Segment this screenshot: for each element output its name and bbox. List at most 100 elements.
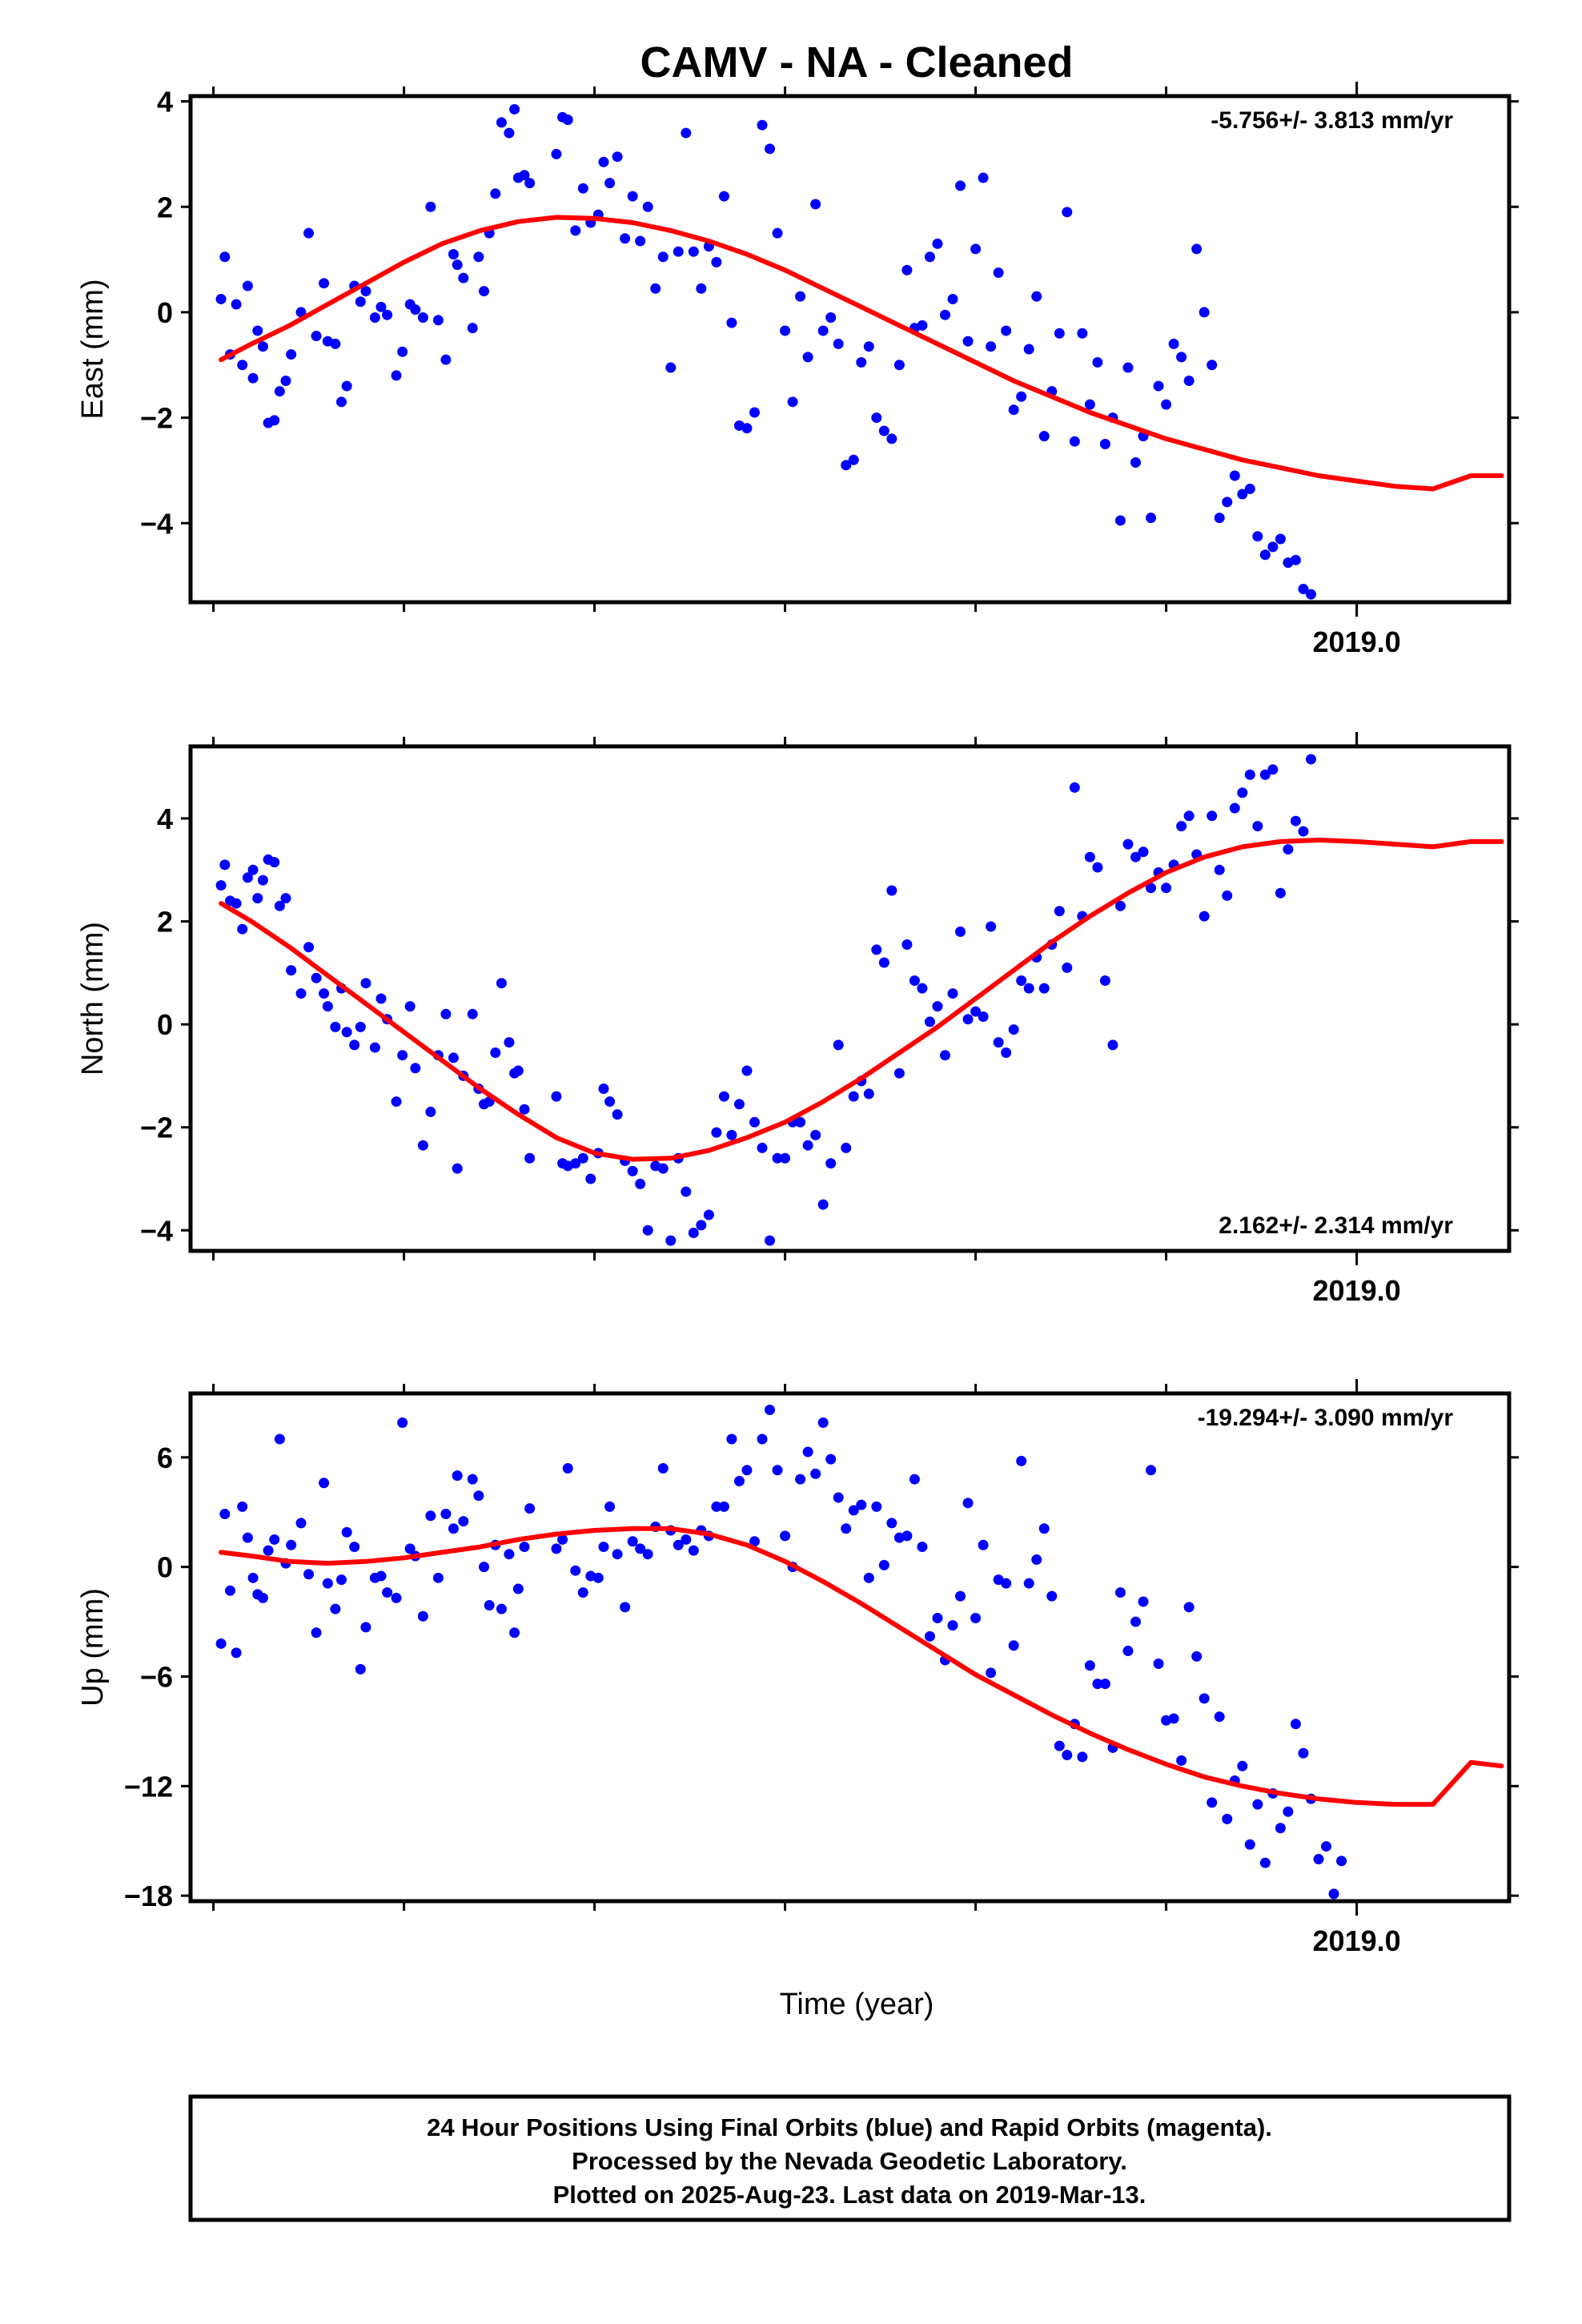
- up-data-point: [592, 1572, 604, 1583]
- north-plot-frame: [188, 744, 1512, 1253]
- north-data-point: [231, 898, 242, 909]
- east-data-point: [848, 454, 859, 465]
- east-data-point: [780, 325, 791, 336]
- north-data-point: [355, 1021, 366, 1032]
- north-data-point: [577, 1152, 588, 1164]
- up-data-point: [263, 1545, 274, 1556]
- east-data-point: [448, 249, 459, 259]
- north-data-point: [519, 1104, 530, 1115]
- up-data-point: [570, 1565, 581, 1576]
- east-data-point: [681, 127, 692, 139]
- up-data-point: [856, 1499, 867, 1510]
- north-data-point: [665, 1235, 677, 1246]
- north-data-point: [1275, 887, 1286, 899]
- up-rate-label: -19.294+/- 3.090 mm/yr: [1198, 1405, 1454, 1431]
- north-data-point: [311, 972, 322, 983]
- north-data-point: [1161, 883, 1172, 894]
- up-data-point: [932, 1613, 943, 1624]
- east-data-point: [1092, 356, 1103, 368]
- north-data-point: [741, 1065, 753, 1076]
- north-data-point: [970, 1006, 982, 1017]
- up-data-point: [1016, 1455, 1027, 1466]
- up-data-point: [1298, 1747, 1309, 1759]
- north-data-point: [757, 1142, 768, 1153]
- north-data-point: [274, 900, 285, 911]
- north-data-point: [322, 1001, 333, 1012]
- east-data-point: [452, 259, 463, 271]
- north-data-point: [878, 957, 889, 968]
- up-data-point: [627, 1536, 638, 1547]
- north-xtick-label-2019: 2019.0: [1313, 1274, 1401, 1307]
- up-data-point: [817, 1417, 829, 1428]
- east-data-point: [440, 354, 452, 365]
- east-data-point: [772, 227, 783, 239]
- north-data-point: [612, 1109, 623, 1120]
- east-data-point: [1077, 328, 1088, 339]
- north-data-point: [604, 1096, 616, 1108]
- up-plot-frame: [188, 1391, 1512, 1904]
- north-data-point: [986, 921, 997, 932]
- north-data-point: [1214, 864, 1225, 875]
- east-data-point: [841, 460, 852, 471]
- up-data-point: [1214, 1711, 1225, 1723]
- north-data-point: [901, 939, 913, 950]
- footer-box: [188, 2094, 1512, 2222]
- east-data-point: [1099, 439, 1110, 449]
- up-data-point: [986, 1667, 997, 1679]
- up-data-point: [242, 1532, 253, 1543]
- up-data-point: [1077, 1751, 1088, 1763]
- north-data-point: [833, 1039, 844, 1051]
- east-data-point: [551, 148, 562, 159]
- north-data-point: [391, 1096, 402, 1108]
- up-data-point: [757, 1433, 768, 1445]
- east-data-point: [274, 386, 285, 397]
- up-data-point: [1023, 1578, 1034, 1589]
- east-xtick-label-2019: 2019.0: [1313, 625, 1401, 658]
- up-data-point: [319, 1478, 330, 1489]
- east-data-point: [1001, 325, 1012, 336]
- up-data-point: [917, 1542, 928, 1553]
- east-data-point: [1069, 436, 1080, 447]
- north-data-point: [886, 885, 897, 896]
- east-data-point: [612, 151, 623, 163]
- north-data-point: [681, 1186, 692, 1197]
- north-data-point: [871, 944, 882, 955]
- up-data-point: [512, 1583, 524, 1594]
- east-data-point: [1237, 489, 1248, 500]
- up-data-point: [598, 1542, 609, 1553]
- east-data-point: [1130, 457, 1142, 468]
- east-data-point: [1207, 360, 1218, 371]
- north-data-point: [257, 875, 268, 886]
- east-data-point: [311, 331, 322, 342]
- east-data-point: [665, 362, 677, 373]
- north-data-point: [1267, 764, 1279, 775]
- north-data-point: [802, 1140, 813, 1151]
- north-data-point: [893, 1068, 905, 1079]
- north-data-point: [765, 1235, 776, 1246]
- up-data-point: [863, 1572, 874, 1583]
- up-data-point: [909, 1474, 920, 1485]
- east-data-point: [696, 283, 707, 294]
- east-data-point: [417, 312, 428, 323]
- up-data-point: [741, 1465, 753, 1476]
- east-data-point: [970, 243, 982, 255]
- up-data-point: [1290, 1719, 1301, 1730]
- up-ytick-label-1: 0: [157, 1551, 173, 1584]
- north-data-point: [360, 978, 371, 989]
- east-data-point: [893, 360, 905, 371]
- east-data-point: [252, 325, 263, 336]
- north-ytick-label-4: −4: [140, 1214, 173, 1247]
- east-data-point: [397, 346, 408, 357]
- up-data-point: [355, 1663, 366, 1675]
- up-data-point: [219, 1509, 231, 1520]
- north-data-point: [1130, 851, 1142, 862]
- east-data-point: [711, 256, 722, 267]
- east-data-point: [757, 119, 768, 131]
- up-data-point: [886, 1518, 897, 1529]
- east-data-point: [1275, 533, 1286, 545]
- up-data-point: [1054, 1740, 1065, 1751]
- north-data-point: [598, 1084, 609, 1094]
- north-data-point: [711, 1127, 722, 1138]
- north-data-point: [1138, 846, 1149, 858]
- north-data-point: [496, 978, 507, 989]
